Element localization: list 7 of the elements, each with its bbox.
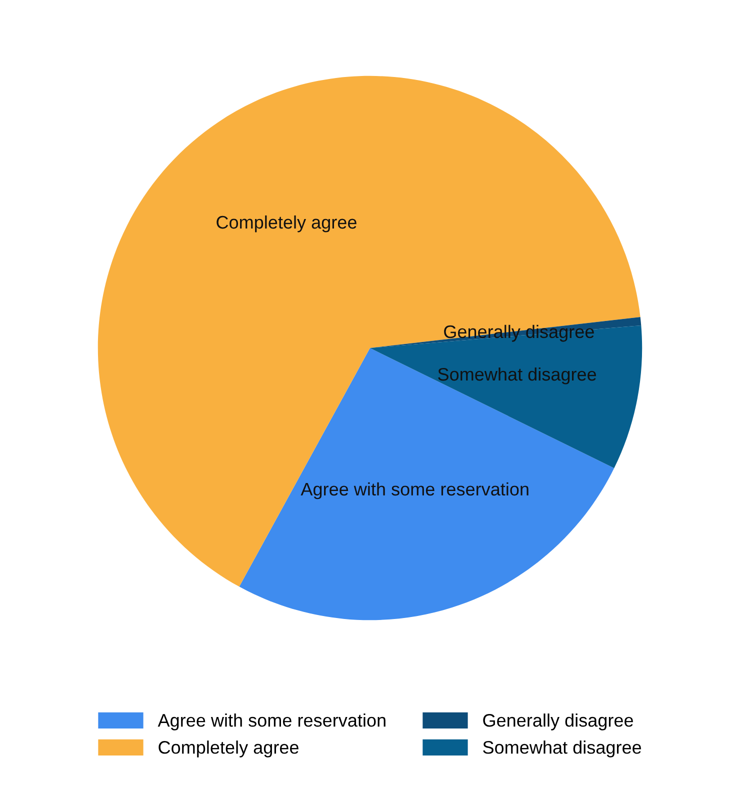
legend-label: Agree with some reservation xyxy=(158,714,386,730)
legend-label: Somewhat disagree xyxy=(483,740,642,758)
legend-label: Completely agree xyxy=(158,740,298,758)
slice-label: Somewhat disagree xyxy=(438,367,596,384)
slice-label: Completely agree xyxy=(216,215,356,232)
slice-label: Agree with some reservation xyxy=(300,482,528,500)
legend-label: Generally disagree xyxy=(483,714,633,730)
